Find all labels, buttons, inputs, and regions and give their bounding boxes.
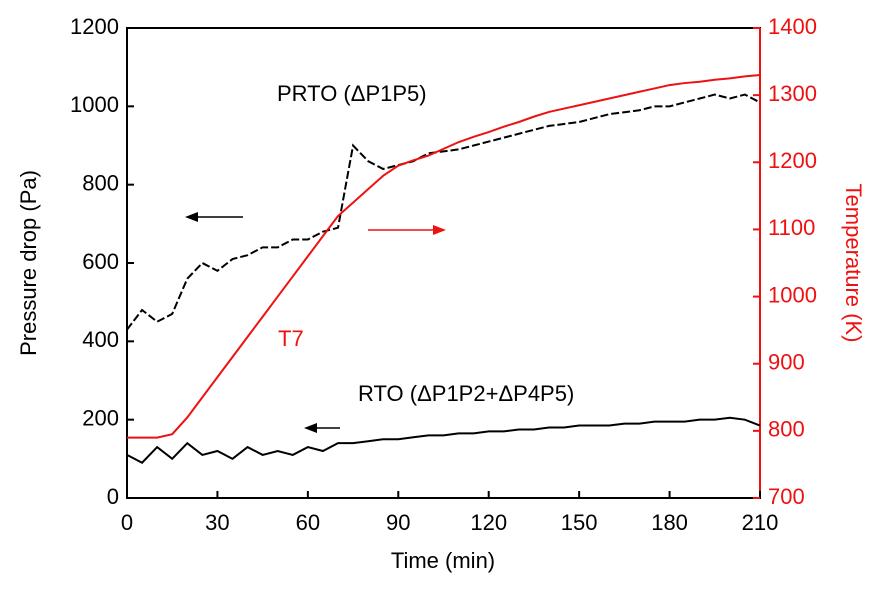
x-axis-label: Time (min) (391, 548, 495, 573)
y2-tick-label: 1000 (768, 282, 817, 307)
y2-tick-label: 800 (768, 417, 805, 442)
y-tick-label: 800 (82, 170, 119, 195)
y2-tick-label: 900 (768, 350, 805, 375)
y-tick-label: 600 (82, 249, 119, 274)
x-tick-label: 210 (742, 510, 779, 535)
series-line (126, 416, 761, 464)
annotation: RTO (ΔP1P2+ΔP4P5) (358, 381, 574, 406)
y-axis-label: Pressure drop (Pa) (16, 170, 41, 356)
y-tick-label: 1200 (70, 14, 119, 39)
arrows (185, 212, 446, 433)
y2-tick-label: 700 (768, 484, 805, 509)
y-tick-label: 0 (107, 484, 119, 509)
y2-tick-label: 1100 (768, 215, 815, 240)
series-line (126, 93, 761, 331)
y-tick-label: 1000 (70, 92, 119, 117)
y-tick-label: 400 (82, 327, 119, 352)
x-tick-label: 120 (470, 510, 507, 535)
x-tick-label: 0 (121, 510, 133, 535)
x-tick-label: 30 (205, 510, 229, 535)
y2-tick-label: 1200 (768, 148, 817, 173)
y-tick-label: 200 (82, 405, 119, 430)
x-tick-label: 90 (386, 510, 410, 535)
y2-axis-label: Temperature (K) (841, 184, 866, 343)
plot-frame (126, 27, 761, 499)
annotation: PRTO (ΔP1P5) (277, 81, 427, 106)
series-line (127, 74, 761, 439)
x-tick-label: 60 (296, 510, 320, 535)
x-tick-label: 180 (651, 510, 688, 535)
annotation: T7 (278, 326, 304, 351)
x-tick-label: 150 (561, 510, 598, 535)
y2-tick-label: 1300 (768, 81, 817, 106)
y2-tick-label: 1400 (768, 14, 817, 39)
